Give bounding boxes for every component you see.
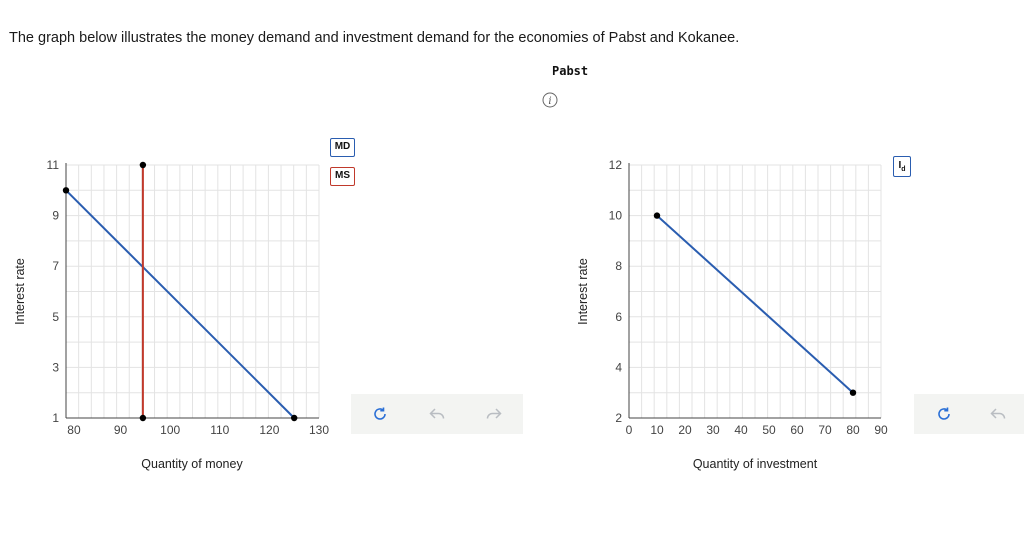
refresh-icon xyxy=(373,407,386,420)
x-tick-label: 0 xyxy=(626,423,633,437)
y-tick-label: 11 xyxy=(47,158,60,172)
x-tick-label: 10 xyxy=(650,423,664,437)
x-axis-label: Quantity of investment xyxy=(693,457,818,471)
series-line-id xyxy=(656,214,854,394)
y-tick-label: 6 xyxy=(615,310,622,324)
undo-button-2[interactable] xyxy=(986,402,1010,426)
series-point-md xyxy=(290,414,298,422)
x-tick-label: 120 xyxy=(259,423,279,437)
x-axis-label: Quantity of money xyxy=(141,457,243,471)
x-tick-label: 30 xyxy=(706,423,720,437)
y-tick-label: 10 xyxy=(609,209,623,223)
economy-title: Pabst xyxy=(552,64,589,78)
y-axis-label: Interest rate xyxy=(576,258,590,325)
redo-button[interactable] xyxy=(482,402,506,426)
md-legend-button[interactable]: MD xyxy=(330,138,355,157)
x-tick-label: 90 xyxy=(114,423,128,437)
chart-2: 0 10 20 30 40 50 60 70 80 90 2 4 6 8 10 12 Quantity of i… xyxy=(576,158,888,471)
x-tick-label: 110 xyxy=(210,423,229,437)
md-legend-label: MD xyxy=(334,141,351,152)
x-tick-label: 130 xyxy=(309,423,329,437)
undo-icon xyxy=(990,408,1006,419)
y-tick-label: 1 xyxy=(52,411,59,425)
x-tick-label: 60 xyxy=(790,423,804,437)
ms-legend-button[interactable]: MS xyxy=(330,167,355,186)
reset-button[interactable] xyxy=(368,402,392,426)
y-tick-label: 3 xyxy=(52,360,59,374)
id-legend-button[interactable]: Id xyxy=(893,156,911,177)
money-chart-toolbar xyxy=(351,394,523,434)
x-tick-label: 40 xyxy=(734,423,748,437)
x-tick-label: 70 xyxy=(818,423,832,437)
x-tick-label: 20 xyxy=(678,423,692,437)
series-point-md xyxy=(62,187,70,194)
x-tick-label: 80 xyxy=(67,423,81,437)
x-tick-label: 100 xyxy=(160,423,180,437)
chart-1: 80 90 100 110 120 130 1 3 5 7 9 11 Quantity of money… xyxy=(13,158,329,471)
svg-text:i: i xyxy=(548,96,551,107)
undo-icon xyxy=(429,408,445,419)
series-point-ms xyxy=(139,161,147,169)
y-tick-label: 9 xyxy=(52,209,59,223)
undo-button[interactable] xyxy=(425,402,449,426)
id-legend-subscript: d xyxy=(901,166,906,173)
redo-icon xyxy=(487,408,502,419)
y-tick-label: 2 xyxy=(615,411,622,425)
series-point-ms xyxy=(139,414,147,422)
y-tick-label: 5 xyxy=(52,310,59,324)
id-legend-label: I xyxy=(898,160,902,171)
series-point-id xyxy=(849,389,857,396)
series-line-md xyxy=(65,189,295,419)
y-tick-label: 7 xyxy=(52,259,59,273)
y-tick-label: 8 xyxy=(615,259,622,273)
ms-legend-label: MS xyxy=(335,170,350,181)
y-tick-label: 12 xyxy=(609,158,623,172)
x-tick-label: 50 xyxy=(762,423,776,437)
info-icon[interactable]: i xyxy=(542,92,558,108)
x-tick-label: 90 xyxy=(874,423,888,437)
refresh-icon xyxy=(938,407,950,420)
series-point-id xyxy=(653,212,661,219)
question-prompt: The graph below illustrates the money de… xyxy=(9,30,740,46)
reset-button-2[interactable] xyxy=(932,402,956,426)
investment-chart-toolbar xyxy=(914,394,1024,434)
x-tick-label: 80 xyxy=(846,423,860,437)
y-axis-label: Interest rate xyxy=(13,258,27,325)
y-tick-label: 4 xyxy=(615,360,622,374)
